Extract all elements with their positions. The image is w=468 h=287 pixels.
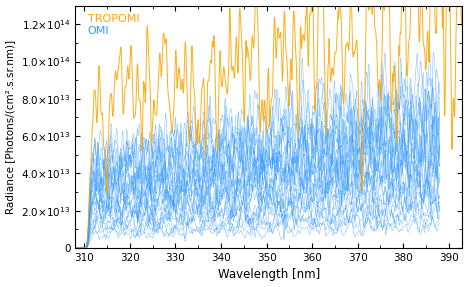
- Line: TROPOMI: TROPOMI: [71, 0, 462, 248]
- X-axis label: Wavelength [nm]: Wavelength [nm]: [218, 268, 320, 282]
- TROPOMI: [136, 94, 141, 97]
- OMI: [132, 235, 138, 238]
- OMI: [226, 228, 231, 231]
- Line: OMI: OMI: [71, 217, 439, 248]
- OMI: [110, 227, 116, 231]
- OMI: [366, 216, 371, 219]
- OMI: [390, 229, 395, 232]
- TROPOMI: [235, 71, 241, 74]
- Legend: TROPOMI, OMI: TROPOMI, OMI: [81, 11, 142, 39]
- OMI: [437, 222, 442, 225]
- OMI: [68, 246, 73, 250]
- TROPOMI: [68, 246, 73, 250]
- OMI: [209, 231, 215, 234]
- OMI: [430, 216, 435, 220]
- TROPOMI: [452, 107, 458, 110]
- Y-axis label: Radiance [Photons/(cm².s.sr.nm)]: Radiance [Photons/(cm².s.sr.nm)]: [6, 40, 15, 214]
- TROPOMI: [218, 73, 224, 76]
- TROPOMI: [113, 70, 118, 74]
